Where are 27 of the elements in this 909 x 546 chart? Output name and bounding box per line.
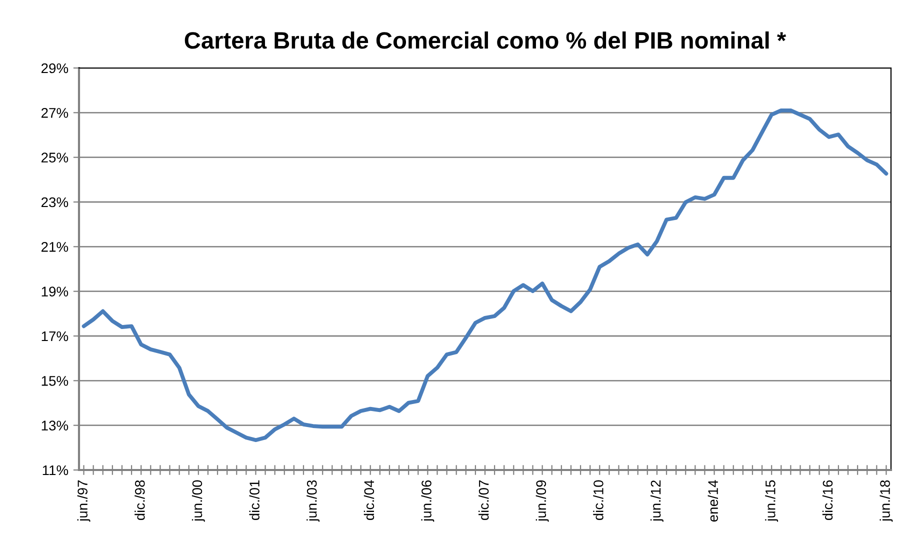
y-tick-label: 11% xyxy=(42,465,68,476)
x-tick-label: dic./01 xyxy=(249,480,260,520)
x-tick-label: jun./15 xyxy=(765,480,778,522)
y-tick-label: 19% xyxy=(42,286,68,297)
x-tick-label: ene/14 xyxy=(708,480,718,522)
x-tick-label: jun./00 xyxy=(192,480,205,522)
y-tick-label: 17% xyxy=(42,331,68,342)
x-tick-label: jun./03 xyxy=(306,480,320,522)
x-tick-label: jun./97 xyxy=(77,480,90,522)
chart-title: Cartera Bruta de Comercial como % del PIB nominal * xyxy=(184,31,786,49)
x-tick-label: jun./12 xyxy=(650,480,664,522)
y-tick-label: 23% xyxy=(41,197,68,208)
x-tick-label: jun./06 xyxy=(421,480,434,522)
y-tick-label: 29% xyxy=(41,63,68,74)
y-tick-label: 15% xyxy=(42,376,68,386)
x-tick-label: dic./16 xyxy=(822,480,833,520)
x-tick-label: jun./18 xyxy=(880,480,893,522)
line-series xyxy=(82,108,888,442)
y-tick-label: 27% xyxy=(41,108,68,118)
y-tick-label: 21% xyxy=(41,242,68,252)
x-tick-label: dic./98 xyxy=(134,480,145,520)
x-tick-label: jun./09 xyxy=(536,480,549,522)
y-tick-label: 13% xyxy=(42,420,68,431)
y-tick-label: 25% xyxy=(41,152,68,163)
x-tick-label: dic./07 xyxy=(478,480,489,520)
x-tick-label: dic./04 xyxy=(364,480,374,520)
x-tick-label: dic./10 xyxy=(593,480,604,520)
